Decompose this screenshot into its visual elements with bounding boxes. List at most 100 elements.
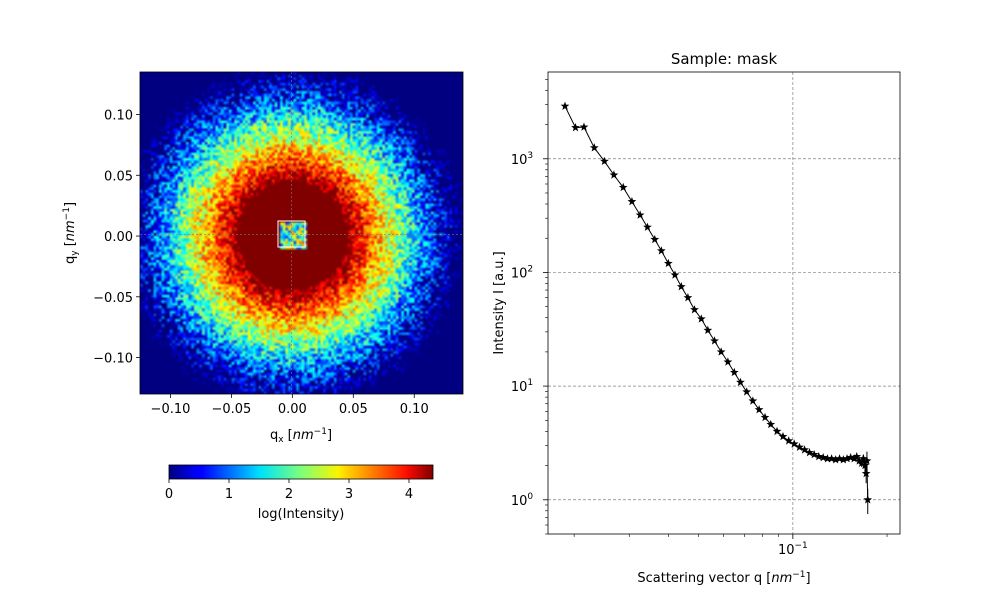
profile-series-line <box>564 105 869 500</box>
profile-data-point <box>857 458 867 467</box>
profile-data-point <box>805 448 814 457</box>
profile-data-point <box>778 431 788 441</box>
profile-data-point <box>729 367 739 377</box>
profile-x-ticks: 10−1 <box>573 534 888 558</box>
profile-data-point <box>863 495 873 504</box>
profile-data-point <box>842 454 852 463</box>
heatmap-y-tick-label: 0.10 <box>104 109 133 124</box>
colorbar-tick-label: 0 <box>165 487 173 502</box>
profile-data-point <box>748 396 758 405</box>
profile-data-point <box>690 305 699 314</box>
profile-data-point <box>742 387 752 396</box>
profile-data-point <box>852 451 862 461</box>
profile-x-tick-label: 10−1 <box>778 541 808 558</box>
profile-data-point <box>862 456 872 465</box>
heatmap-panel: −0.10 −0.05 0.00 0.05 0.10 0.10 0.05 0.00 −0.05… <box>62 71 464 445</box>
colorbar-gradient <box>169 465 433 479</box>
heatmap-y-ticks: 0.10 0.05 0.00 −0.05 −0.10 <box>93 109 140 367</box>
profile-data-point <box>560 101 570 110</box>
profile-panel: Sample: mask 10−1 100 101 102 103 Scatterin… <box>492 50 901 586</box>
profile-y-axis-label: Intensity I [a.u.] <box>492 251 507 354</box>
colorbar-tick-label: 4 <box>405 487 413 502</box>
profile-data-point <box>716 347 726 356</box>
profile-data-point <box>618 182 628 192</box>
profile-y-tick-label: 100 <box>511 492 534 509</box>
colorbar-frame <box>168 464 434 480</box>
heatmap-y-tick-label: −0.10 <box>93 352 133 367</box>
heatmap-x-tick-label: 0.10 <box>400 402 429 417</box>
heatmap-frame <box>139 71 464 395</box>
colorbar-tick-label: 2 <box>285 487 293 502</box>
profile-data-point <box>795 442 804 451</box>
profile-data-point <box>754 405 764 414</box>
profile-data-point <box>600 156 609 166</box>
colorbar: 0 1 2 3 4 log(Intensity) <box>165 464 434 522</box>
profile-data-point <box>676 282 686 291</box>
profile-data-point <box>571 123 580 132</box>
profile-data-point <box>818 453 828 462</box>
profile-data-point <box>627 197 637 206</box>
profile-data-point <box>849 454 859 463</box>
heatmap-x-tick-label: 0.05 <box>339 402 368 417</box>
heatmap-x-axis-label: qx [nm−1] <box>270 427 332 445</box>
profile-data-point <box>696 314 706 323</box>
profile-data-point <box>846 453 856 462</box>
heatmap-x-ticks: −0.10 −0.05 0.00 0.05 0.10 <box>151 394 429 417</box>
profile-gridlines <box>548 72 900 534</box>
profile-data-point <box>670 270 680 279</box>
profile-data-point <box>831 455 841 464</box>
profile-data-point <box>650 234 660 244</box>
profile-data-point <box>809 449 819 459</box>
profile-data-point <box>703 325 713 334</box>
profile-data-point <box>643 222 652 231</box>
beamstop-outline <box>277 220 306 248</box>
profile-data-point <box>814 451 824 461</box>
colorbar-tick-label: 1 <box>225 487 233 502</box>
profile-data-point <box>683 293 693 302</box>
profile-data-point <box>609 170 619 179</box>
profile-data-point <box>635 210 645 219</box>
profile-y-ticks: 100 101 102 103 <box>511 79 548 535</box>
profile-data-point <box>760 412 770 422</box>
profile-frame <box>547 71 901 535</box>
profile-data-point <box>835 454 844 463</box>
heatmap-y-axis-label: qy [nm−1] <box>62 202 80 264</box>
profile-data-point <box>723 357 733 366</box>
colorbar-ticks: 0 1 2 3 4 <box>165 479 413 502</box>
profile-data-point <box>579 122 589 131</box>
profile-x-axis-label: Scattering vector q [nm−1] <box>637 570 810 586</box>
profile-data-point <box>656 246 666 255</box>
heatmap-x-tick-label: −0.10 <box>151 402 191 417</box>
profile-data-point <box>858 454 868 463</box>
profile-y-tick-label: 103 <box>511 151 533 168</box>
heatmap-y-tick-label: −0.05 <box>93 291 133 306</box>
profile-data-point <box>838 455 848 464</box>
profile-data-point <box>772 426 782 436</box>
profile-data-point <box>827 454 836 463</box>
heatmap-y-tick-label: 0.05 <box>104 169 133 184</box>
profile-data-point <box>861 468 871 478</box>
profile-data-point <box>589 143 599 152</box>
heatmap-x-tick-label: 0.00 <box>278 402 307 417</box>
profile-data-point <box>823 454 832 463</box>
profile-y-tick-label: 102 <box>511 264 533 281</box>
heatmap-x-tick-label: −0.05 <box>211 402 251 417</box>
profile-data-point <box>663 258 673 268</box>
profile-series <box>560 101 873 514</box>
profile-data-point <box>789 439 799 448</box>
profile-data-point <box>736 377 745 387</box>
heatmap-y-tick-label: 0.00 <box>104 230 133 245</box>
profile-data-point <box>766 419 776 429</box>
profile-data-point <box>860 460 870 470</box>
colorbar-tick-label: 3 <box>345 487 353 502</box>
profile-data-point <box>784 436 794 445</box>
heatmap-gridlines <box>140 72 463 394</box>
heatmap-image <box>140 72 463 394</box>
profile-data-point <box>800 445 809 454</box>
profile-data-point <box>854 456 864 465</box>
profile-title: Sample: mask <box>671 50 778 68</box>
colorbar-label: log(Intensity) <box>258 507 345 522</box>
profile-y-tick-label: 101 <box>511 378 533 395</box>
profile-data-point <box>710 336 719 345</box>
